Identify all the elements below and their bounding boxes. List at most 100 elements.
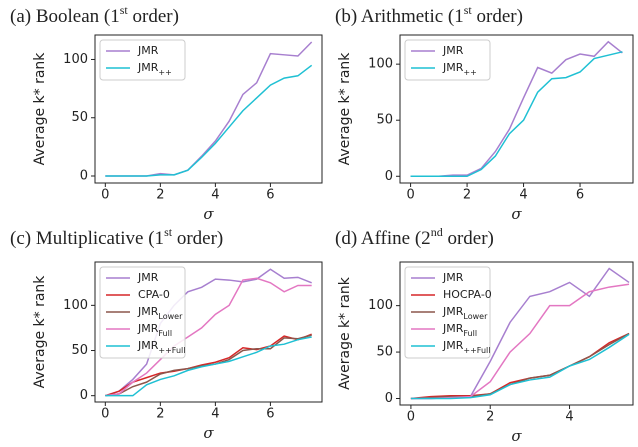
x-axis-label: σ <box>203 424 214 442</box>
title-part: order) <box>472 6 523 27</box>
y-tick-label: 100 <box>63 298 88 313</box>
legend-name: JMR <box>442 61 464 74</box>
x-tick-label: 0 <box>101 188 109 203</box>
panel: (d) Affine (2nd order) 0 2 4 0 50 100 σ Average … <box>335 225 634 445</box>
legend-label: JMR++ <box>137 61 172 77</box>
x-tick-label: 0 <box>101 407 109 422</box>
legend-name: JMR <box>137 61 159 74</box>
legend-label: JMR <box>442 44 464 57</box>
legend-name: JMR <box>442 271 464 284</box>
legend-label: JMRFull <box>442 322 477 338</box>
y-axis-label: Average k* rank <box>337 52 353 166</box>
title-part: order) <box>128 6 179 27</box>
legend-label: CPA-0 <box>138 288 170 301</box>
x-axis-label: σ <box>511 427 522 445</box>
plot-frame <box>94 34 323 184</box>
x-axis-label: σ <box>511 205 522 223</box>
series-line <box>410 333 630 400</box>
y-tick-label: 50 <box>376 113 393 128</box>
y-tick-label: 50 <box>71 110 88 125</box>
legend-name: JMR <box>137 339 159 352</box>
legend-label: HOCPA-0 <box>443 288 492 301</box>
legend-name: HOCPA-0 <box>443 288 492 301</box>
title-part: (a) Boolean (1 <box>10 6 120 27</box>
title-part: st <box>120 3 129 17</box>
title-part: (d) Affine (2 <box>335 228 431 249</box>
legend-name: JMR <box>137 305 159 318</box>
series-line <box>410 283 630 400</box>
title-part: st <box>464 3 473 17</box>
y-tick-label: 100 <box>63 52 88 67</box>
legend-sub: Lower <box>463 312 488 321</box>
legend-label: JMR++ <box>442 61 477 77</box>
legend-sub: ++Full <box>463 346 490 355</box>
y-axis-label: Average k* rank <box>32 275 48 389</box>
legend-name: JMR <box>442 339 464 352</box>
y-tick-label: 0 <box>385 391 393 406</box>
title-part: nd <box>431 225 443 239</box>
legend-label: JMR <box>442 271 464 284</box>
legend-label: JMRLower <box>442 305 488 321</box>
panel-title: (d) Affine (2nd order) <box>335 225 494 250</box>
series-line <box>105 333 312 397</box>
x-tick-label: 6 <box>576 188 584 203</box>
legend-label: JMR <box>137 44 159 57</box>
title-part: order) <box>172 228 223 249</box>
title-part: (b) Arithmetic (1 <box>335 6 464 27</box>
y-tick-label: 50 <box>71 343 88 358</box>
legend-name: JMR <box>442 44 464 57</box>
y-tick-label: 0 <box>80 388 88 403</box>
y-tick-label: 100 <box>368 57 393 72</box>
legend-label: JMR <box>137 271 159 284</box>
legend-sub: ++ <box>463 68 476 77</box>
series-line <box>105 336 312 397</box>
y-axis-label: Average k* rank <box>32 52 48 166</box>
y-tick-label: 50 <box>376 345 393 360</box>
series-line <box>105 268 312 397</box>
legend-name: JMR <box>137 44 159 57</box>
legend-sub: Full <box>463 329 477 338</box>
series-line <box>105 64 313 177</box>
y-tick-label: 0 <box>385 169 393 184</box>
x-tick-label: 2 <box>156 188 164 203</box>
legend-box <box>99 39 186 81</box>
legend-box <box>404 266 491 359</box>
legend-name: JMR <box>137 271 159 284</box>
panel-title: (b) Arithmetic (1st order) <box>335 3 523 28</box>
panel: (b) Arithmetic (1st order) 0 2 4 6 0 50 100 σ Ave… <box>335 3 634 223</box>
legend-label: JMRLower <box>137 305 183 321</box>
legend-box <box>99 266 186 359</box>
plot-frame <box>399 261 634 406</box>
legend-sub: ++ <box>158 68 171 77</box>
plot-frame <box>94 261 323 403</box>
x-tick-label: 4 <box>211 188 219 203</box>
y-tick-label: 0 <box>80 169 88 184</box>
x-tick-label: 0 <box>407 410 415 425</box>
series-line <box>105 277 312 397</box>
x-tick-label: 4 <box>565 410 573 425</box>
legend-name: JMR <box>137 322 159 335</box>
title-part: st <box>164 225 173 239</box>
legend-name: JMR <box>442 305 464 318</box>
legend-label: JMR++Full <box>442 339 490 355</box>
panel: (a) Boolean (1st order) 0 2 4 6 0 50 100 σ Averag… <box>10 3 323 223</box>
x-tick-label: 0 <box>406 188 414 203</box>
x-tick-label: 4 <box>519 188 527 203</box>
x-tick-label: 4 <box>211 407 219 422</box>
series-line <box>410 332 630 400</box>
plot-frame <box>399 34 634 184</box>
legend-sub: Full <box>158 329 172 338</box>
x-tick-label: 6 <box>266 407 274 422</box>
title-part: order) <box>443 228 494 249</box>
series-line <box>410 51 623 178</box>
legend-sub: Lower <box>158 312 183 321</box>
panel-title: (a) Boolean (1st order) <box>10 3 179 28</box>
legend-sub: ++Full <box>158 346 185 355</box>
y-tick-label: 100 <box>368 298 393 313</box>
x-tick-label: 2 <box>463 188 471 203</box>
panel: (c) Multiplicative (1st order) 0 2 4 6 0 50 100… <box>10 225 323 442</box>
x-tick-label: 2 <box>156 407 164 422</box>
legend-name: JMR <box>442 322 464 335</box>
x-tick-label: 2 <box>486 410 494 425</box>
